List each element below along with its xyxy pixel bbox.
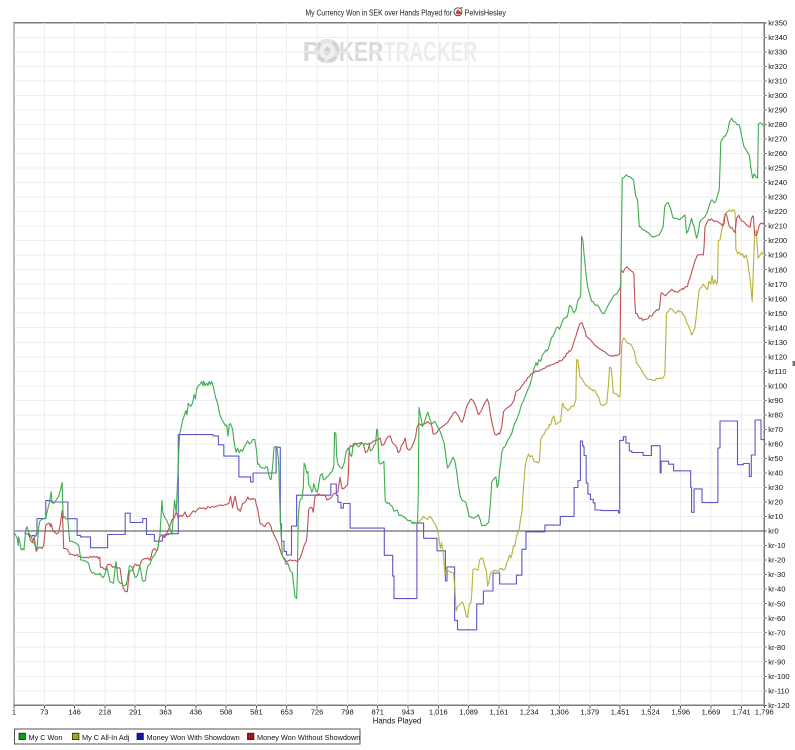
svg-text:kr100: kr100	[768, 381, 787, 390]
svg-text:kr280: kr280	[768, 120, 787, 129]
svg-text:kr80: kr80	[768, 411, 783, 420]
svg-text:kr190: kr190	[768, 251, 787, 260]
svg-text:kr10: kr10	[768, 512, 783, 521]
svg-text:kr290: kr290	[768, 106, 787, 115]
svg-text:kr-80: kr-80	[768, 643, 785, 652]
svg-text:PelvisHesley: PelvisHesley	[465, 8, 507, 18]
svg-text:1: 1	[12, 708, 16, 717]
svg-text:291: 291	[129, 708, 142, 717]
svg-text:kr90: kr90	[768, 396, 783, 405]
svg-text:1,741: 1,741	[732, 708, 751, 717]
svg-text:1,089: 1,089	[459, 708, 478, 717]
svg-text:kr250: kr250	[768, 164, 787, 173]
svg-text:kr110: kr110	[768, 367, 786, 376]
svg-text:kr220: kr220	[768, 207, 787, 216]
svg-text:kr210: kr210	[768, 222, 787, 231]
svg-text:kr240: kr240	[768, 178, 787, 187]
svg-text:kr300: kr300	[768, 91, 787, 100]
svg-text:My C All-In Adj: My C All-In Adj	[82, 733, 130, 742]
svg-text:1,306: 1,306	[550, 708, 569, 717]
svg-text:653: 653	[280, 708, 293, 717]
svg-text:kr150: kr150	[768, 309, 787, 318]
svg-text:1,796: 1,796	[755, 708, 774, 717]
svg-text:kr130: kr130	[768, 338, 787, 347]
svg-text:kr270: kr270	[768, 135, 787, 144]
svg-text:kr40: kr40	[768, 469, 783, 478]
svg-text:kr-10: kr-10	[768, 541, 785, 550]
svg-text:1,016: 1,016	[429, 708, 448, 717]
svg-text:kr-110: kr-110	[768, 686, 789, 695]
svg-text:kr-50: kr-50	[768, 599, 785, 608]
svg-text:1,596: 1,596	[671, 708, 690, 717]
svg-text:kr230: kr230	[768, 193, 787, 202]
svg-text:726: 726	[311, 708, 324, 717]
svg-text:kr70: kr70	[768, 425, 783, 434]
svg-text:1,524: 1,524	[641, 708, 660, 717]
svg-text:kr170: kr170	[768, 280, 787, 289]
svg-text:My C Won: My C Won	[29, 733, 63, 742]
svg-text:1,379: 1,379	[580, 708, 599, 717]
svg-text:kr350: kr350	[768, 18, 787, 27]
svg-text:kr-20: kr-20	[768, 556, 785, 565]
svg-text:Money Won With Showdown: Money Won With Showdown	[147, 733, 240, 742]
svg-text:943: 943	[402, 708, 415, 717]
svg-text:508: 508	[220, 708, 233, 717]
svg-text:kr-70: kr-70	[768, 628, 785, 637]
svg-text:73: 73	[40, 708, 48, 717]
svg-text:kr340: kr340	[768, 33, 787, 42]
svg-text:581: 581	[250, 708, 263, 717]
svg-text:1,451: 1,451	[611, 708, 630, 717]
svg-text:kr30: kr30	[768, 483, 783, 492]
svg-text:363: 363	[159, 708, 172, 717]
svg-text:1,669: 1,669	[702, 708, 721, 717]
svg-text:kr-60: kr-60	[768, 614, 785, 623]
svg-text:kr200: kr200	[768, 236, 787, 245]
svg-text:798: 798	[341, 708, 354, 717]
svg-text:kr180: kr180	[768, 265, 787, 274]
svg-text:kr60: kr60	[768, 440, 783, 449]
svg-text:1,161: 1,161	[490, 708, 509, 717]
svg-text:kr-90: kr-90	[768, 657, 785, 666]
svg-text:kr-40: kr-40	[768, 585, 785, 594]
svg-text:kr120: kr120	[768, 352, 787, 361]
svg-text:kr-120: kr-120	[768, 701, 789, 710]
svg-text:kr-100: kr-100	[768, 672, 789, 681]
svg-text:kr260: kr260	[768, 149, 787, 158]
svg-text:kr320: kr320	[768, 62, 787, 71]
svg-text:871: 871	[371, 708, 384, 717]
svg-text:Hands Played: Hands Played	[373, 717, 422, 726]
svg-text:kr330: kr330	[768, 47, 787, 56]
svg-text:kr50: kr50	[768, 454, 783, 463]
svg-text:1,234: 1,234	[520, 708, 539, 717]
svg-text:kr0: kr0	[768, 527, 778, 536]
svg-text:kr-30: kr-30	[768, 570, 785, 579]
svg-text:kr310: kr310	[768, 77, 787, 86]
svg-text:My Currency Won in SEK over Ha: My Currency Won in SEK over Hands Played…	[306, 8, 453, 18]
svg-text:218: 218	[99, 708, 112, 717]
svg-text:kr160: kr160	[768, 294, 787, 303]
svg-text:Money Won Without Showdown: Money Won Without Showdown	[257, 733, 360, 742]
svg-text:146: 146	[68, 708, 81, 717]
svg-text:436: 436	[190, 708, 203, 717]
svg-text:kr20: kr20	[768, 498, 783, 507]
svg-text:kr140: kr140	[768, 323, 787, 332]
